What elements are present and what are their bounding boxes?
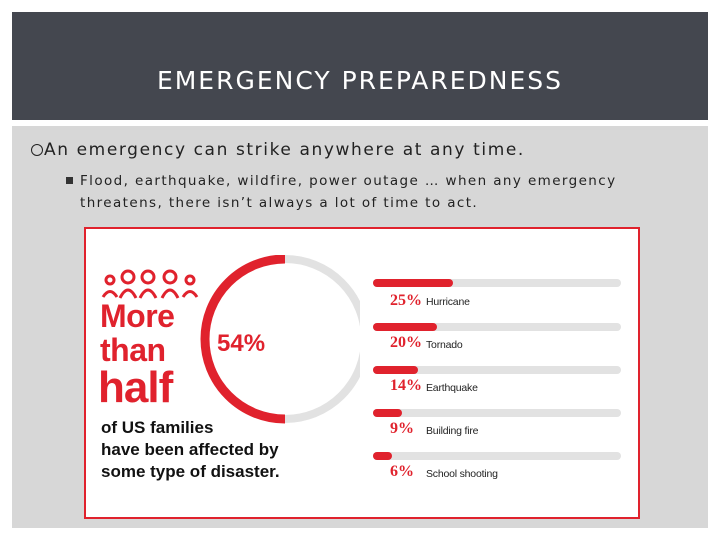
ring-fill-54: [200, 255, 286, 424]
bar-track-earthquake: [373, 366, 621, 374]
slide-title: EMERGENCY PREPAREDNESS: [156, 66, 564, 95]
ring-track: [281, 255, 360, 423]
bar-track-building-fire: [373, 409, 621, 417]
bar-pct-building-fire: 9%: [390, 420, 414, 437]
bullet-secondary: Flood, earthquake, wildfire, power outag…: [80, 173, 617, 211]
bar-fill-earthquake: [373, 366, 418, 374]
title-bar: EMERGENCY PREPAREDNESS: [12, 12, 708, 120]
bar-track-tornado: [373, 323, 621, 331]
circle-bullet-icon: [31, 144, 43, 156]
bar-fill-hurricane: [373, 279, 453, 287]
headline-half: half: [98, 363, 173, 412]
caption-text: of US families have been affected by som…: [101, 418, 280, 481]
bullet-primary: An emergency can strike anywhere at any …: [44, 140, 525, 160]
percent-ring: [200, 255, 360, 424]
bar-pct-school-shooting: 6%: [390, 463, 414, 480]
square-bullet-icon: [66, 177, 73, 184]
family-people-icon: [101, 269, 199, 299]
bar-fill-building-fire: [373, 409, 402, 417]
bar-label-earthquake: Earthquake: [426, 382, 478, 394]
bar-track-hurricane: [373, 279, 621, 287]
bar-pct-earthquake: 14%: [390, 377, 422, 394]
bar-pct-hurricane: 25%: [390, 292, 422, 309]
bar-label-tornado: Tornado: [426, 339, 463, 351]
percent-label: 54%: [217, 330, 266, 357]
headline-more: More: [100, 298, 175, 334]
bar-track-school-shooting: [373, 452, 621, 460]
headline-than: than: [100, 332, 166, 368]
bar-label-hurricane: Hurricane: [426, 296, 470, 308]
bar-fill-school-shooting: [373, 452, 392, 460]
bar-fill-tornado: [373, 323, 437, 331]
bar-label-school-shooting: School shooting: [426, 468, 498, 480]
bar-pct-tornado: 20%: [390, 334, 422, 351]
bar-label-building-fire: Building fire: [426, 425, 479, 437]
